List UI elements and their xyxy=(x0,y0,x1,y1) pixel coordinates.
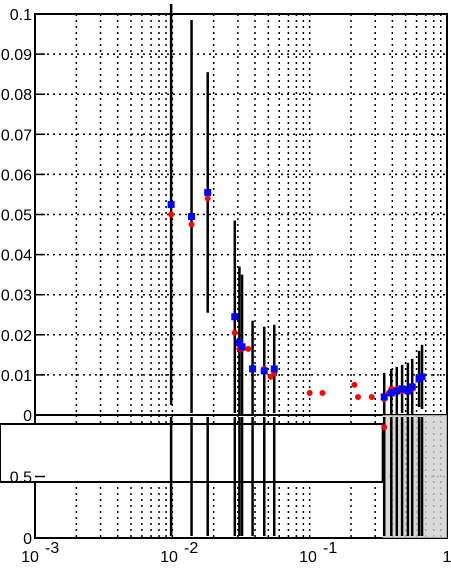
top-y-tick-label: 0.09 xyxy=(1,47,32,64)
top-y-tick-label: 0.1 xyxy=(10,7,32,24)
top-panel: 0 0.01 0.02 0.03 0.04 0.05 0.06 0.07 0.08 0.09 0.1 xyxy=(1,3,448,425)
red-marker xyxy=(267,373,274,380)
blue-marker xyxy=(260,367,268,375)
top-axis-ticks: 0 0.01 0.02 0.03 0.04 0.05 0.06 0.07 0.08 0.09 0.1 xyxy=(1,7,45,425)
blue-marker xyxy=(188,213,196,221)
red-marker xyxy=(204,195,211,202)
bottom-y-tick-label: 0 xyxy=(23,531,32,548)
blue-marker xyxy=(235,339,243,347)
top-y-tick-label: 0.07 xyxy=(1,127,32,144)
red-marker xyxy=(168,211,175,218)
blue-marker xyxy=(270,365,278,373)
top-y-tick-label: 0.05 xyxy=(1,208,32,225)
blue-marker xyxy=(238,343,246,351)
bottom-axis-ticks: 00.5 xyxy=(10,470,45,548)
blue-marker xyxy=(167,200,175,208)
blue-marker xyxy=(393,387,401,395)
bottom-panel: 00.5 xyxy=(0,414,448,548)
x-tick-label-1-exp: -2 xyxy=(184,540,198,557)
red-marker xyxy=(368,393,375,400)
x-tick-label-2-exp: -1 xyxy=(323,540,337,557)
top-y-tick-label: 0.04 xyxy=(1,248,32,265)
red-marker xyxy=(351,381,358,388)
x-tick-label-1: 10 xyxy=(160,549,178,566)
blue-marker xyxy=(380,393,388,401)
red-marker xyxy=(319,389,326,396)
x-axis: 10 -3 10 -2 10 -1 1 xyxy=(21,540,451,566)
red-marker xyxy=(188,221,195,228)
blue-marker xyxy=(404,387,412,395)
blue-marker xyxy=(398,385,406,393)
blue-marker xyxy=(418,373,426,381)
bottom-y-tick-label: 0.5 xyxy=(10,470,32,487)
top-data-marks xyxy=(167,3,426,415)
top-y-tick-label: 0.01 xyxy=(1,368,32,385)
blue-marker xyxy=(249,365,257,373)
red-marker xyxy=(231,329,238,336)
top-y-tick-label: 0.02 xyxy=(1,328,32,345)
top-y-tick-label: 0.03 xyxy=(1,288,32,305)
blue-marker xyxy=(408,383,416,391)
blue-marker xyxy=(231,313,239,321)
uncertainty-band xyxy=(382,415,447,538)
top-y-tick-label: 0.06 xyxy=(1,167,32,184)
top-y-tick-label: 0.08 xyxy=(1,87,32,104)
x-tick-label-2: 10 xyxy=(299,549,317,566)
red-marker xyxy=(355,393,362,400)
blue-marker xyxy=(204,188,212,196)
red-marker xyxy=(306,389,313,396)
bottom-red-marker xyxy=(381,424,388,431)
x-tick-label-0: 10 xyxy=(21,549,39,566)
red-marker xyxy=(245,345,252,352)
x-tick-label-3: 1 xyxy=(443,549,451,566)
bottom-data-marks xyxy=(0,415,447,538)
x-tick-label-0-exp: -3 xyxy=(45,540,59,557)
top-y-tick-label: 0 xyxy=(23,408,32,425)
blue-marker xyxy=(387,389,395,397)
